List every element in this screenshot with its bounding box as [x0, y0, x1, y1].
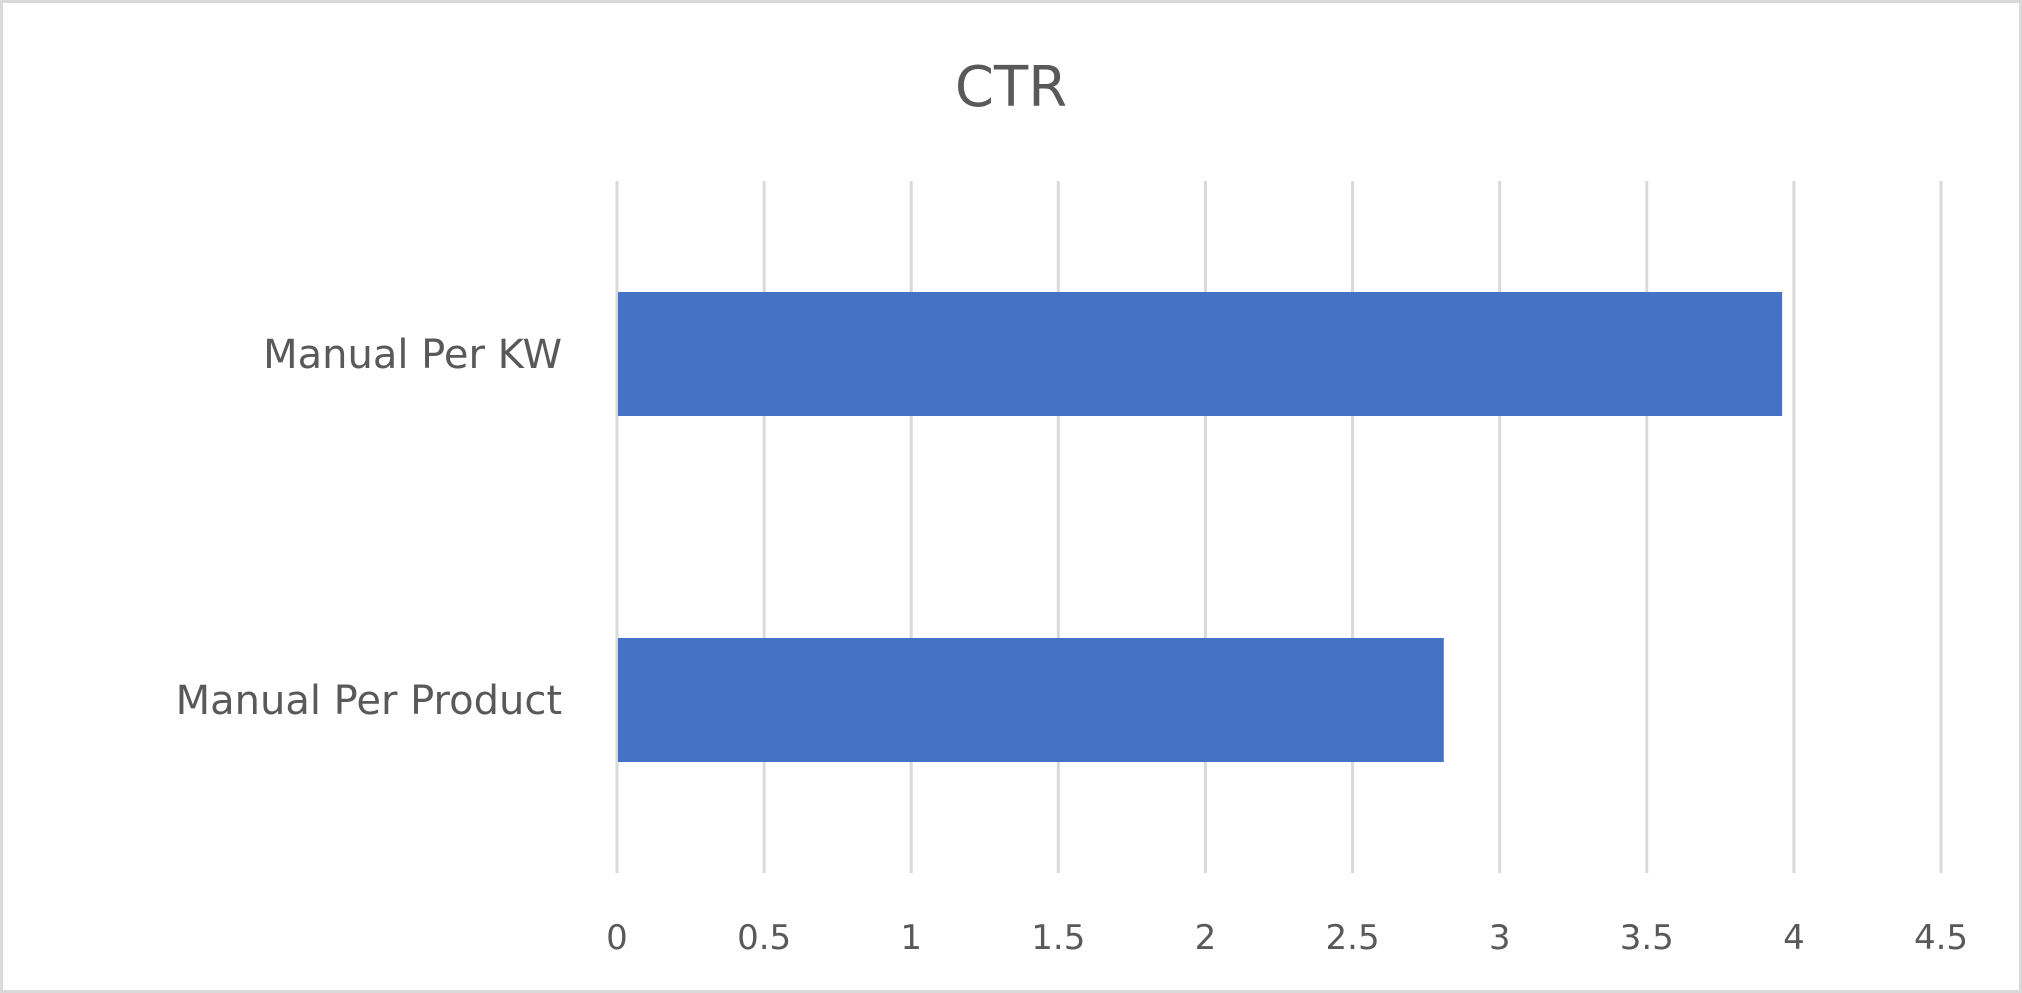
bar — [618, 292, 1783, 416]
x-tick-label: 1 — [900, 918, 922, 958]
category-label: Manual Per KW — [263, 332, 562, 378]
x-tick-label: 0.5 — [737, 918, 791, 958]
gridlines — [615, 181, 1943, 873]
x-tick-label: 1.5 — [1031, 918, 1085, 958]
category-label: Manual Per Product — [176, 678, 562, 724]
bars — [618, 292, 1783, 762]
x-tick-label: 2 — [1195, 918, 1217, 958]
bar — [618, 638, 1444, 762]
category-labels: Manual Per KW Manual Per Product — [176, 332, 562, 724]
x-tick-label: 2.5 — [1326, 918, 1380, 958]
x-tick-label: 3.5 — [1620, 918, 1674, 958]
x-tick-label: 0 — [606, 918, 628, 958]
x-tick-label: 3 — [1489, 918, 1511, 958]
x-tick-label: 4.5 — [1914, 918, 1968, 958]
x-tick-labels: 0 0.5 1 1.5 2 2.5 3 3.5 4 4.5 — [606, 918, 1968, 958]
chart-title: CTR — [955, 55, 1067, 120]
x-tick-label: 4 — [1783, 918, 1805, 958]
